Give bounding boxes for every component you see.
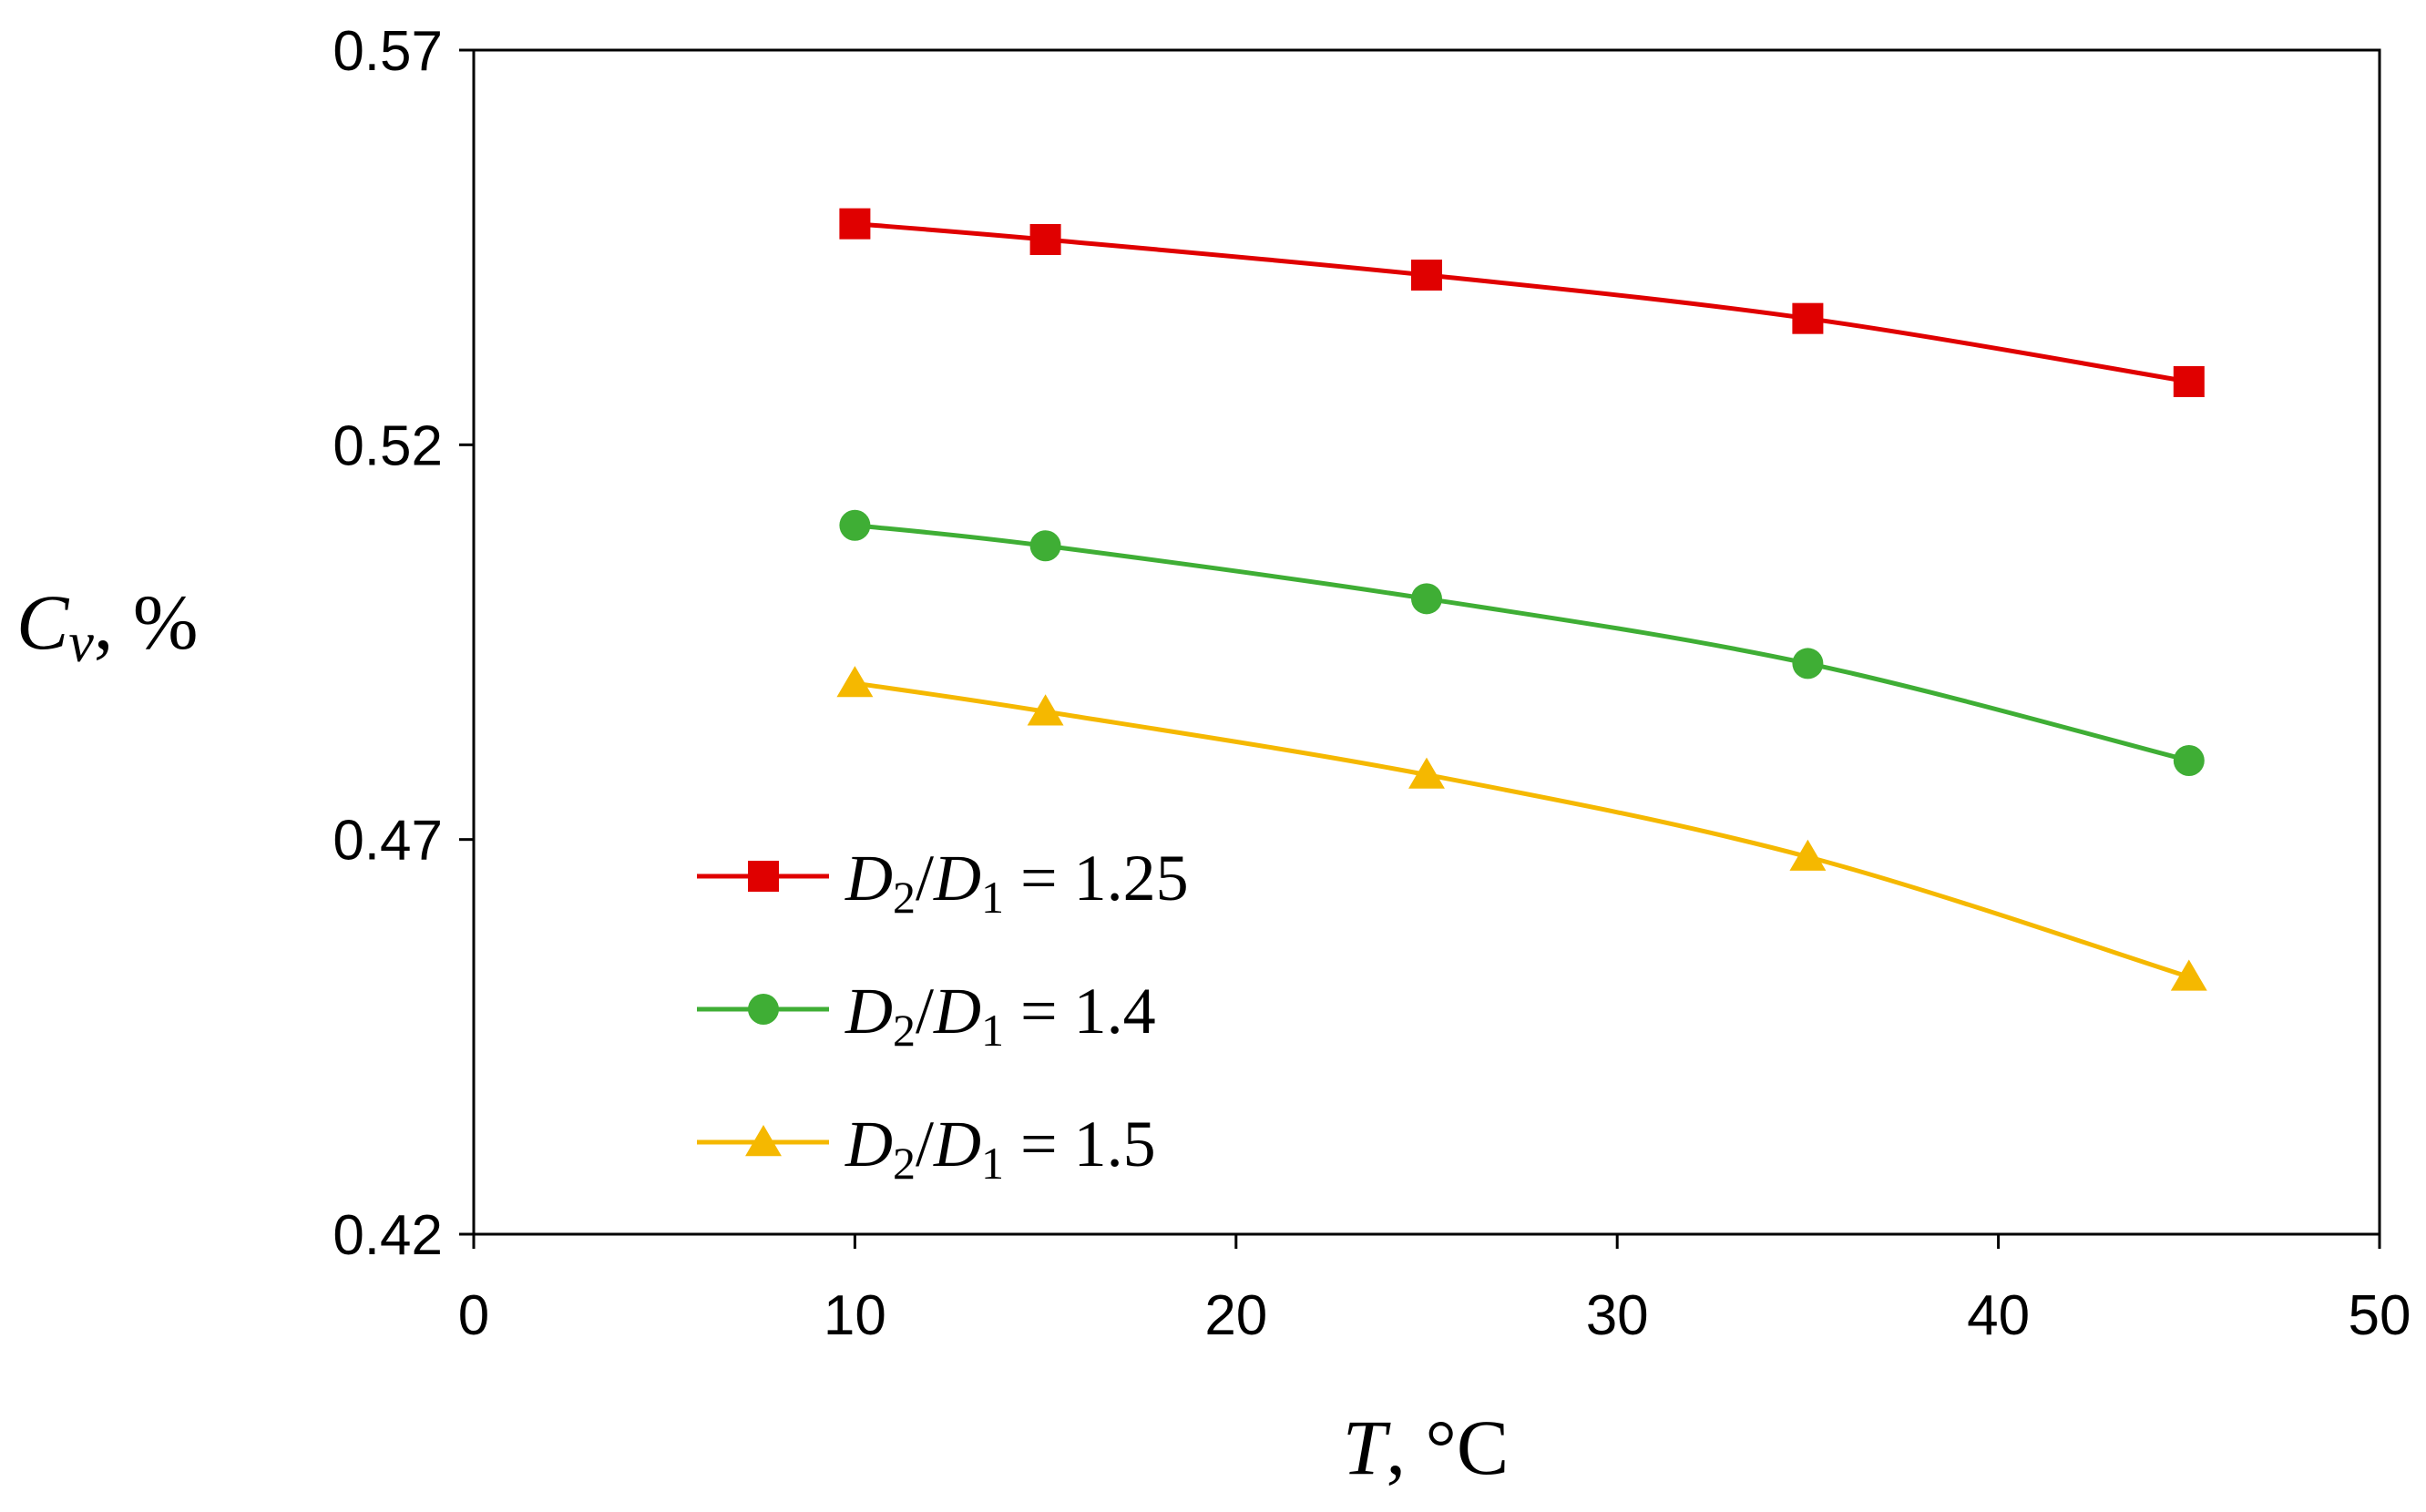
legend-label-a-sub: 2: [893, 1138, 916, 1189]
legend-label-slash: /: [916, 842, 934, 914]
legend-label-b: D: [933, 842, 981, 914]
legend-label-a: D: [844, 1108, 893, 1180]
legend-label-equals: =: [1004, 842, 1074, 914]
data-point-2-2: [1029, 530, 1061, 562]
y-axis-title: Cv, %: [16, 578, 199, 674]
legend-label-slash: /: [916, 975, 934, 1047]
legend-label-b-sub: 1: [981, 1005, 1004, 1056]
legend-marker-3: [745, 1125, 782, 1157]
x-tick-label: 50: [2349, 1284, 2411, 1347]
legend-label-value: 1.4: [1074, 975, 1156, 1047]
data-point-1-5: [2173, 366, 2205, 397]
legend-label-a: D: [844, 842, 893, 914]
legend-marker-2: [748, 994, 779, 1025]
data-point-1-3: [1411, 260, 1442, 291]
series-line-1: [855, 221, 2190, 384]
legend-label-1: D2/D1 = 1.25: [844, 842, 1189, 923]
legend-label-b: D: [933, 1108, 981, 1180]
x-tick-label: 20: [1204, 1284, 1267, 1347]
legend-label-b-sub: 1: [981, 1138, 1004, 1189]
axis-titles: T, °C Cv, %: [16, 578, 1509, 1491]
legend-label-a-sub: 2: [893, 872, 916, 923]
legend-label-a-sub: 2: [893, 1005, 916, 1056]
data-point-1-4: [1792, 302, 1824, 334]
legend-label-b-sub: 1: [981, 872, 1004, 923]
axes: 0.42 0.47 0.52 0.57 0 10 20 30 40 50: [333, 20, 2411, 1347]
series-1: [839, 208, 2205, 397]
y-axis-symbol: C: [16, 578, 70, 666]
y-axis-unit: , %: [94, 578, 199, 666]
legend-entry-1: D2/D1 = 1.25: [697, 842, 1189, 923]
plot-frame: [472, 48, 2381, 1236]
y-tick-label: 0.57: [333, 20, 443, 83]
y-axis-subscript: v: [68, 612, 94, 674]
x-axis-symbol: T: [1343, 1404, 1391, 1491]
y-tick-label: 0.52: [333, 414, 443, 477]
data-point-3-4: [1789, 839, 1827, 871]
data-point-2-3: [1411, 583, 1442, 615]
data-point-3-1: [836, 666, 874, 698]
data-point-2-4: [1792, 648, 1824, 679]
legend-label-equals: =: [1004, 1108, 1074, 1180]
legend-label-b: D: [933, 975, 981, 1047]
series-line-3: [855, 680, 2190, 979]
y-tick-label: 0.42: [333, 1204, 443, 1267]
x-tick-label: 0: [458, 1284, 489, 1347]
legend-label-a: D: [844, 975, 893, 1047]
series-3: [836, 666, 2207, 991]
legend-label-2: D2/D1 = 1.4: [844, 975, 1156, 1056]
data-point-2-5: [2173, 745, 2205, 776]
data-point-3-5: [2170, 959, 2207, 991]
data-point-1-2: [1029, 224, 1061, 255]
legend-label-3: D2/D1 = 1.5: [844, 1108, 1156, 1189]
data-point-3-3: [1408, 757, 1445, 789]
legend-label-value: 1.25: [1074, 842, 1189, 914]
x-tick-label: 10: [824, 1284, 886, 1347]
legend-label-equals: =: [1004, 975, 1074, 1047]
x-tick-label: 30: [1586, 1284, 1649, 1347]
series-2: [839, 509, 2205, 776]
x-tick-label: 40: [1967, 1284, 2030, 1347]
plot-series: [836, 208, 2207, 991]
data-point-3-2: [1027, 694, 1064, 726]
x-axis-unit: , °C: [1387, 1404, 1510, 1491]
legend-label-value: 1.5: [1074, 1108, 1156, 1180]
data-point-2-1: [839, 509, 871, 541]
series-line-2: [855, 523, 2190, 763]
data-point-1-1: [839, 208, 871, 240]
legend-label-slash: /: [916, 1108, 934, 1180]
y-tick-label: 0.47: [333, 810, 443, 873]
legend-entry-3: D2/D1 = 1.5: [697, 1108, 1156, 1189]
x-axis-title: T, °C: [1343, 1404, 1510, 1491]
legend-marker-1: [748, 861, 779, 892]
legend-entry-2: D2/D1 = 1.4: [697, 975, 1156, 1056]
